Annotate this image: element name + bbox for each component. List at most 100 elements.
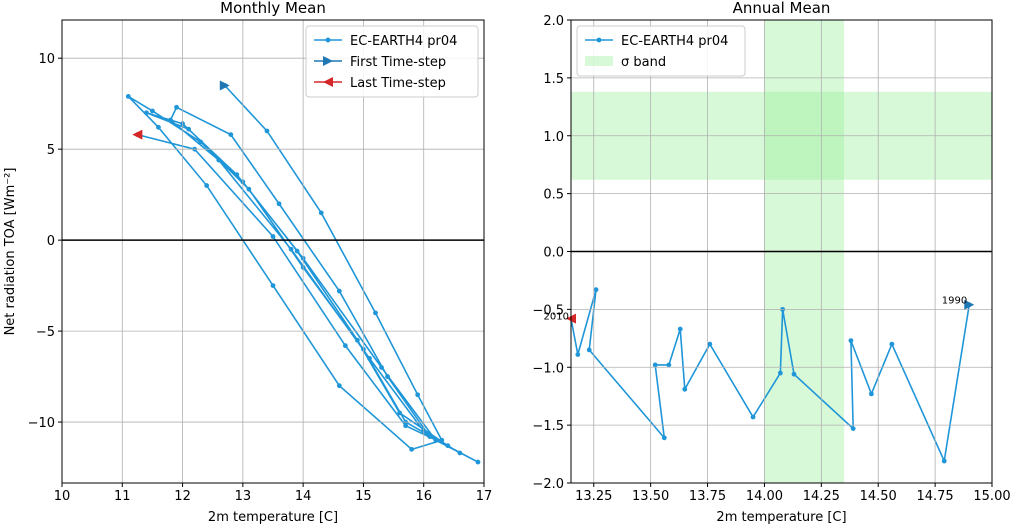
data-point <box>941 458 947 464</box>
data-point <box>397 410 402 416</box>
chart-title: Annual Mean <box>733 0 831 17</box>
data-point <box>439 437 445 443</box>
x-axis-label: 2m temperature [C] <box>208 510 338 525</box>
x-tick-label: 11 <box>114 489 131 504</box>
y-tick-label: 10 <box>38 52 55 67</box>
legend-marker <box>323 77 333 87</box>
data-point <box>677 326 683 332</box>
y-tick-label: −1.0 <box>532 361 564 376</box>
data-point <box>433 437 439 443</box>
data-point <box>586 347 592 353</box>
data-point <box>367 355 372 361</box>
first-marker <box>219 80 230 91</box>
data-point <box>270 283 276 289</box>
x-tick-label: 14.50 <box>860 489 897 504</box>
legend-label: EC-EARTH4 pr04 <box>350 34 457 49</box>
data-point <box>575 352 581 357</box>
data-point <box>144 110 149 116</box>
annotation: 1990 <box>942 296 967 307</box>
data-point <box>186 126 192 132</box>
data-point <box>342 343 348 349</box>
x-tick-label: 14.25 <box>803 489 840 504</box>
series-line <box>571 289 971 464</box>
x-tick-label: 15.00 <box>973 489 1010 504</box>
x-tick-label: 17 <box>476 489 493 504</box>
data-point <box>125 94 131 99</box>
y-tick-label: 0.5 <box>543 188 564 203</box>
data-point <box>475 459 481 465</box>
x-tick-label: 12 <box>174 489 191 504</box>
data-point <box>270 234 276 239</box>
data-point <box>204 183 210 188</box>
x-tick-label: 16 <box>415 489 432 504</box>
series-line <box>127 84 479 463</box>
legend-box <box>305 25 479 98</box>
y-axis-label: Net radiation TOA [Wm⁻²] <box>3 168 18 336</box>
y-tick-label: −5 <box>36 325 55 340</box>
y-tick-label: −0.5 <box>532 303 564 318</box>
chart-title: Monthly Mean <box>220 0 326 17</box>
data-point <box>246 186 252 192</box>
y-tick-label: 1.5 <box>543 72 564 87</box>
data-point <box>707 341 713 347</box>
y-tick-label: −1.5 <box>532 419 564 434</box>
data-point <box>373 310 378 316</box>
x-tick-label: 14 <box>295 489 312 504</box>
last-marker <box>132 129 143 140</box>
legend-label: EC-EARTH4 pr04 <box>621 34 728 49</box>
data-point <box>750 414 756 420</box>
x-tick-label: 13 <box>235 489 252 504</box>
x-tick-label: 13.25 <box>575 489 612 504</box>
y-tick-label: 2.0 <box>543 14 564 29</box>
x-tick-label: 14.75 <box>916 489 953 504</box>
legend-marker <box>325 37 331 43</box>
data-point <box>174 104 179 110</box>
legend: EC-EARTH4 pr04 First Time-step Last Time-s… <box>305 25 479 98</box>
legend-box <box>576 25 746 77</box>
data-point <box>318 210 324 216</box>
legend-label: First Time-step <box>350 55 446 70</box>
data-point <box>379 365 384 370</box>
y-tick-label: 0.0 <box>543 246 564 261</box>
data-point <box>336 288 342 294</box>
data-point <box>777 370 783 376</box>
data-point <box>661 435 667 441</box>
first-marker <box>964 299 975 310</box>
data-point <box>409 446 415 452</box>
data-point <box>198 139 204 145</box>
data-point <box>336 383 342 389</box>
y-tick-label: 1.0 <box>543 130 564 145</box>
data-point <box>403 423 409 429</box>
data-point <box>427 434 433 440</box>
legend-label: Last Time-step <box>350 76 446 91</box>
data-point <box>288 246 294 252</box>
data-point <box>889 341 895 347</box>
x-tick-label: 13.50 <box>632 489 669 504</box>
data-point <box>276 201 282 207</box>
data-point <box>848 338 854 344</box>
data-point <box>682 386 688 392</box>
x-tick-label: 13.75 <box>689 489 726 504</box>
legend: EC-EARTH4 pr04 σ band <box>576 25 746 77</box>
y-tick-label: −2.0 <box>532 477 564 492</box>
data-point <box>156 124 161 130</box>
legend-marker <box>596 37 602 43</box>
data-point <box>264 128 270 134</box>
data-point <box>216 157 222 163</box>
axes-frame <box>61 19 485 484</box>
y-tick-label: 0 <box>47 234 55 249</box>
data-point <box>385 374 390 379</box>
data-point <box>445 443 451 449</box>
data-point <box>234 172 240 178</box>
data-point <box>294 248 300 254</box>
data-point <box>868 391 874 397</box>
y-tick-label: 5 <box>47 143 55 158</box>
data-point <box>168 117 173 123</box>
legend-marker <box>323 56 333 66</box>
data-point <box>791 371 797 377</box>
data-point <box>850 426 856 431</box>
x-tick-label: 14.00 <box>746 489 783 504</box>
x-axis-label: 2m temperature [C] <box>716 510 846 525</box>
data-point <box>652 362 658 368</box>
